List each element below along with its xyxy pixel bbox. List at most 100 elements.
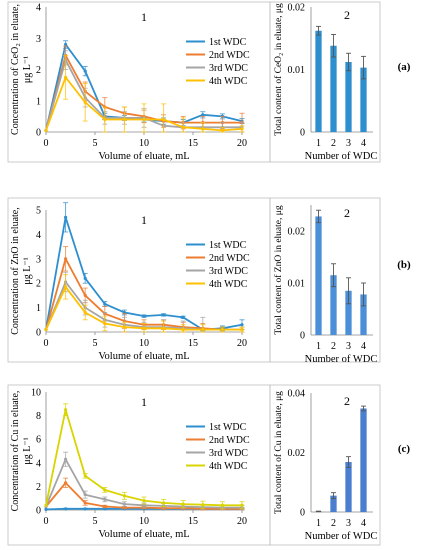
data-point — [44, 128, 48, 133]
x-tick-label: 10 — [139, 516, 149, 527]
x-axis-label: Number of WDC — [305, 354, 378, 365]
data-point — [83, 276, 87, 280]
x-tick-label: 15 — [188, 516, 198, 527]
data-point — [122, 117, 126, 122]
y-axis-label: Concentration of CeO₂ in eluate, — [10, 4, 21, 135]
data-point — [83, 507, 87, 511]
data-point — [64, 408, 68, 412]
legend-label: 2nd WDC — [209, 253, 250, 264]
y-tick-label: 6 — [36, 435, 41, 446]
data-point — [162, 501, 166, 505]
line-chart-1: 0 1 2 3 4 0 5 10 15 20 Volume of eluate, mL Concent… — [7, 1, 271, 163]
data-point — [44, 327, 48, 332]
data-point — [83, 293, 87, 297]
x-tick-label: 0 — [44, 138, 49, 149]
data-point — [142, 117, 146, 122]
data-point — [103, 497, 107, 501]
y-tick-label: 4 — [36, 230, 41, 241]
data-point — [181, 327, 185, 332]
data-point — [64, 507, 68, 511]
y-axis-label-unit: μg L⁻¹ — [22, 437, 33, 464]
series-4 — [44, 54, 245, 133]
bar — [315, 30, 322, 132]
data-point — [64, 457, 68, 461]
x-tick-label: 4 — [361, 518, 366, 529]
x-tick-label: 3 — [346, 341, 351, 352]
data-point — [122, 494, 126, 498]
data-point — [64, 215, 68, 219]
y-tick-label: 4 — [36, 3, 41, 14]
bar — [330, 275, 337, 335]
panel-number: 2 — [344, 206, 350, 220]
panel-number: 2 — [344, 394, 350, 408]
data-point — [142, 498, 146, 503]
data-point — [64, 75, 68, 79]
data-point — [162, 326, 166, 330]
x-axis-label: Volume of eluate, mL — [98, 529, 189, 540]
x-tick-label: 20 — [237, 138, 247, 149]
y-tick-label: 2 — [36, 279, 41, 290]
x-tick-label: 20 — [237, 516, 247, 527]
x-tick-label: 0 — [44, 516, 49, 527]
x-tick-label: 2 — [331, 138, 336, 149]
legend-label: 4th WDC — [209, 461, 248, 472]
data-point — [83, 100, 87, 104]
panel-number: 1 — [141, 10, 147, 24]
data-point — [44, 507, 48, 512]
x-axis-label: Number of WDC — [305, 151, 378, 162]
x-tick-label: 5 — [93, 338, 98, 349]
panel-letter: (c) — [398, 443, 411, 455]
y-tick-label: 4 — [36, 458, 41, 469]
data-point — [240, 323, 244, 327]
data-point — [201, 127, 205, 131]
data-point — [220, 128, 224, 133]
line-chart-3: 0 2 4 6 8 10 0 5 10 15 20 Volume of eluate, mL Conce… — [7, 384, 271, 546]
legend-label: 1st WDC — [209, 240, 247, 251]
y-tick-label: 0 — [36, 128, 41, 139]
y-tick-label: 0.01 — [288, 279, 306, 290]
x-tick-label: 3 — [346, 518, 351, 529]
data-point — [64, 481, 68, 485]
panel-letter: (a) — [398, 61, 411, 73]
data-point — [142, 314, 146, 318]
y-tick-label: 5 — [36, 206, 41, 217]
y-tick-label: 0.02 — [288, 3, 306, 14]
x-tick-label: 2 — [331, 341, 336, 352]
bar — [360, 294, 367, 335]
y-tick-label: 10 — [31, 388, 41, 399]
x-tick-label: 1 — [316, 341, 321, 352]
y-axis-label: Total content of ZnO in eluate, μg — [273, 205, 284, 334]
y-tick-label: 0 — [36, 328, 41, 339]
panel-number: 1 — [141, 213, 147, 227]
legend-label: 2nd WDC — [209, 435, 250, 446]
bar — [330, 495, 337, 512]
y-tick-label: 0 — [36, 506, 41, 517]
legend-label: 2nd WDC — [209, 50, 250, 61]
data-point — [83, 310, 87, 315]
y-tick-label: 3 — [36, 254, 41, 265]
x-tick-label: 2 — [331, 518, 336, 529]
data-point — [220, 503, 224, 507]
legend-label: 4th WDC — [209, 76, 248, 87]
data-point — [181, 125, 185, 129]
x-tick-label: 0 — [44, 338, 49, 349]
x-tick-label: 1 — [316, 138, 321, 149]
x-tick-label: 3 — [346, 138, 351, 149]
data-point — [122, 325, 126, 329]
y-axis-label: Total content of Cu in eluate, μg — [273, 391, 284, 514]
x-tick-label: 15 — [188, 338, 198, 349]
data-point — [122, 502, 126, 506]
bar — [345, 462, 352, 512]
y-tick-label: 3 — [36, 34, 41, 45]
data-point — [64, 257, 68, 261]
legend-label: 3rd WDC — [209, 448, 248, 459]
data-point — [240, 127, 244, 131]
data-point — [83, 474, 87, 478]
legend-label: 3rd WDC — [209, 266, 248, 277]
y-tick-label: 0 — [300, 508, 305, 519]
x-axis-label: Number of WDC — [305, 531, 378, 542]
y-tick-label: 0 — [300, 128, 305, 139]
y-axis-label: Concentration of Cu in eluate, — [10, 391, 21, 512]
